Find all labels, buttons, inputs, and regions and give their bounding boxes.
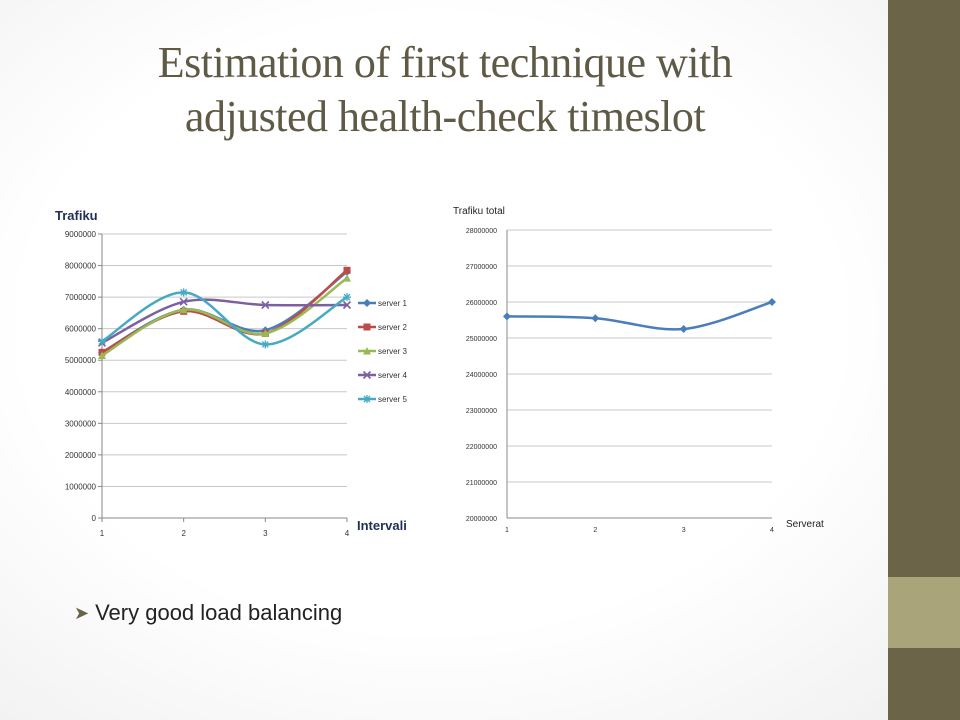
- y-tick-label: 4000000: [65, 388, 97, 397]
- y-tick-label: 27000000: [466, 264, 497, 271]
- y-tick-label: 21000000: [466, 480, 497, 487]
- x-tick-label: 2: [593, 527, 597, 534]
- legend-label: server 4: [378, 371, 407, 380]
- y-tick-label: 2000000: [65, 451, 97, 460]
- x-tick-label: 2: [181, 529, 186, 538]
- y-tick-label: 6000000: [65, 325, 97, 334]
- y-tick-label: 0: [92, 514, 97, 523]
- data-point: [179, 288, 188, 297]
- data-point: [98, 351, 106, 359]
- data-point: [343, 293, 351, 302]
- x-tick-label: 3: [263, 529, 268, 538]
- legend-marker: [363, 347, 371, 355]
- series-line-4: [101, 298, 348, 344]
- x-axis-label: Serverat: [786, 519, 824, 530]
- data-point: [679, 325, 688, 333]
- data-point: [261, 329, 270, 337]
- legend-marker: [363, 395, 371, 403]
- arrow-bullet-icon: ➤: [74, 602, 90, 623]
- y-tick-label: 7000000: [65, 293, 97, 302]
- data-point: [591, 314, 600, 323]
- legend-label: server 2: [378, 323, 407, 332]
- legend-marker: [363, 323, 371, 331]
- y-tick-label: 22000000: [466, 444, 497, 451]
- data-point: [503, 312, 511, 321]
- y-axis-label: Trafiku: [55, 208, 98, 223]
- y-tick-label: 9000000: [65, 230, 97, 239]
- data-point: [98, 337, 106, 346]
- x-tick-label: 4: [345, 529, 350, 538]
- legend-label: server 5: [378, 395, 407, 404]
- data-point: [343, 274, 351, 282]
- series-line-2: [101, 269, 348, 354]
- y-tick-label: 1000000: [65, 482, 97, 491]
- y-tick-label: 24000000: [466, 372, 497, 379]
- data-point: [343, 266, 351, 274]
- server-traffic-chart: Trafiku 0 1000000 2000000 3000000 4000000 5000…: [55, 208, 407, 538]
- y-tick-label: 20000000: [466, 516, 497, 523]
- data-point: [179, 297, 188, 306]
- slide-title-line-1: Estimation of first technique with: [157, 38, 733, 87]
- y-tick-label: 26000000: [466, 300, 497, 307]
- data-point: [261, 340, 270, 349]
- x-tick-label: 1: [100, 529, 105, 538]
- chart-title: Trafiku total: [453, 206, 505, 217]
- y-tick-label: 3000000: [65, 419, 97, 428]
- legend-label: server 3: [378, 347, 407, 356]
- data-point: [261, 300, 270, 310]
- sidebar-accent-block: [888, 577, 960, 648]
- x-axis-label: Intervali: [357, 518, 407, 533]
- slide-title-line-2: adjusted health-check timeslot: [184, 92, 706, 141]
- y-tick-label: 28000000: [466, 228, 497, 235]
- y-tick-label: 5000000: [65, 356, 97, 365]
- y-tick-label: 25000000: [466, 336, 497, 343]
- y-tick-label: 23000000: [466, 408, 497, 415]
- legend-marker: [363, 299, 371, 307]
- x-tick-label: 3: [682, 527, 686, 534]
- data-point: [768, 298, 776, 306]
- bullet-item: ➤ Very good load balancing: [74, 600, 342, 626]
- legend-label: server 1: [378, 299, 407, 308]
- legend-marker: [362, 370, 372, 380]
- series-line-1: [506, 300, 773, 331]
- x-tick-label: 4: [770, 527, 774, 534]
- y-tick-label: 8000000: [65, 262, 97, 271]
- total-traffic-chart: Trafiku total 20000000 21000000 22000000 230…: [453, 206, 824, 534]
- data-point: [179, 305, 188, 314]
- bullet-text: Very good load balancing: [95, 600, 343, 625]
- series-line-5: [101, 291, 348, 346]
- slide-title: Estimation of first technique with adjus…: [80, 36, 810, 144]
- data-point: [342, 300, 352, 310]
- x-tick-label: 1: [505, 527, 509, 534]
